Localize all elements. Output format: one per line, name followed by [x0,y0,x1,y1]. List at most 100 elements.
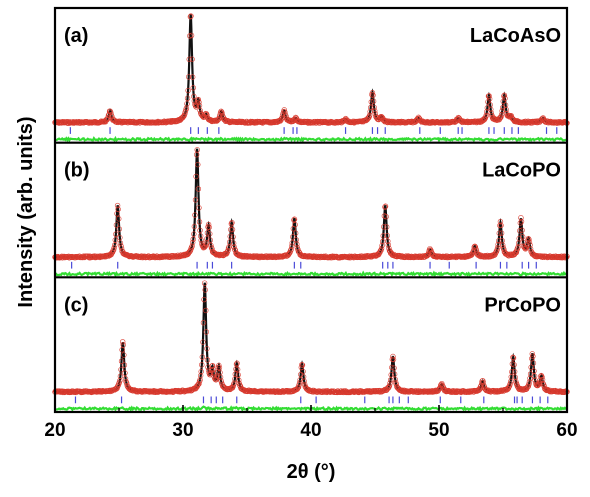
observed-point [217,374,224,380]
observed-point [563,388,569,394]
observed-point [117,234,123,241]
observed-point [203,111,210,117]
observed-point [482,115,488,121]
observed-point [299,361,305,368]
panel-b: (b) LaCoPO [52,147,570,278]
observed-point [499,108,505,114]
observed-point [182,111,188,117]
observed-point [526,236,532,243]
panel-label: (b) [64,160,90,182]
observed-point [189,56,195,62]
observed-point [209,363,215,369]
observed-point [119,347,125,353]
observed-point [204,236,210,242]
observed-point [186,56,192,63]
observed-point [204,230,211,236]
observed-point [498,222,504,229]
observed-point [175,118,181,124]
observed-point [188,13,194,19]
observed-point [200,320,207,326]
observed-point [120,342,126,348]
observed-point [228,221,235,227]
observed-point [380,117,386,123]
observed-point [500,242,506,248]
observed-point [195,161,201,168]
observed-point [234,366,241,373]
observed-point [197,377,203,383]
x-tick-label: 60 [556,420,577,441]
observed-point [386,382,393,389]
observed-point [121,352,127,358]
observed-point [206,224,212,230]
observed-point [516,235,522,242]
observed-point [369,90,376,96]
observed-point [192,197,199,203]
observed-point [194,147,200,153]
observed-point [368,104,374,111]
observed-point [198,237,204,243]
observed-point [380,233,386,239]
observed-point [117,377,123,384]
observed-point [112,237,119,243]
observed-point [488,106,494,113]
observed-point [366,112,373,119]
observed-point [117,240,124,246]
observed-point [390,353,396,360]
observed-point [282,109,288,115]
observed-point [195,186,202,192]
observed-point [472,388,479,394]
observed-point [492,252,498,258]
observed-point [371,104,377,111]
observed-point [472,244,479,250]
observed-point [502,95,508,102]
observed-point [483,112,489,119]
observed-point [286,251,292,257]
observed-point [234,360,240,366]
x-tick-label: 30 [172,420,193,441]
observed-point [510,354,516,361]
observed-point [199,362,205,368]
observed-point [182,109,188,115]
observed-point [118,243,124,249]
observed-point [295,384,301,391]
observed-point [501,92,508,99]
observed-point [526,379,533,385]
observed-point [381,224,387,230]
observed-point [197,107,203,114]
observed-point [502,102,509,108]
observed-point [211,370,217,376]
y-axis-label: Intensity (arb. units) [15,116,37,307]
observed-point [508,374,514,380]
observed-point [494,245,501,251]
observed-point [379,242,385,249]
observed-point [486,93,492,99]
observed-point [204,357,211,363]
observed-point [503,106,509,113]
observed-point [300,368,306,375]
observed-point [529,351,535,357]
observed-point [235,372,241,378]
observed-point [116,216,122,222]
x-tick-label: 40 [300,420,321,441]
observed-point [219,111,225,117]
observed-point [110,248,116,254]
observed-point [388,372,394,378]
observed-point [195,96,202,103]
observed-point [204,112,210,118]
observed-points [52,147,570,261]
observed-point [486,96,493,102]
observed-point [118,245,125,251]
observed-point [518,218,525,225]
observed-point [197,372,204,379]
bragg-ticks [74,396,549,404]
observed-point [116,226,122,232]
observed-point [519,227,525,233]
observed-point [484,105,491,111]
observed-point [209,362,216,369]
observed-point [526,239,533,245]
observed-point [108,109,114,116]
observed-point [115,206,121,212]
observed-point [231,380,237,386]
observed-point [498,230,505,236]
observed-point [496,238,502,244]
